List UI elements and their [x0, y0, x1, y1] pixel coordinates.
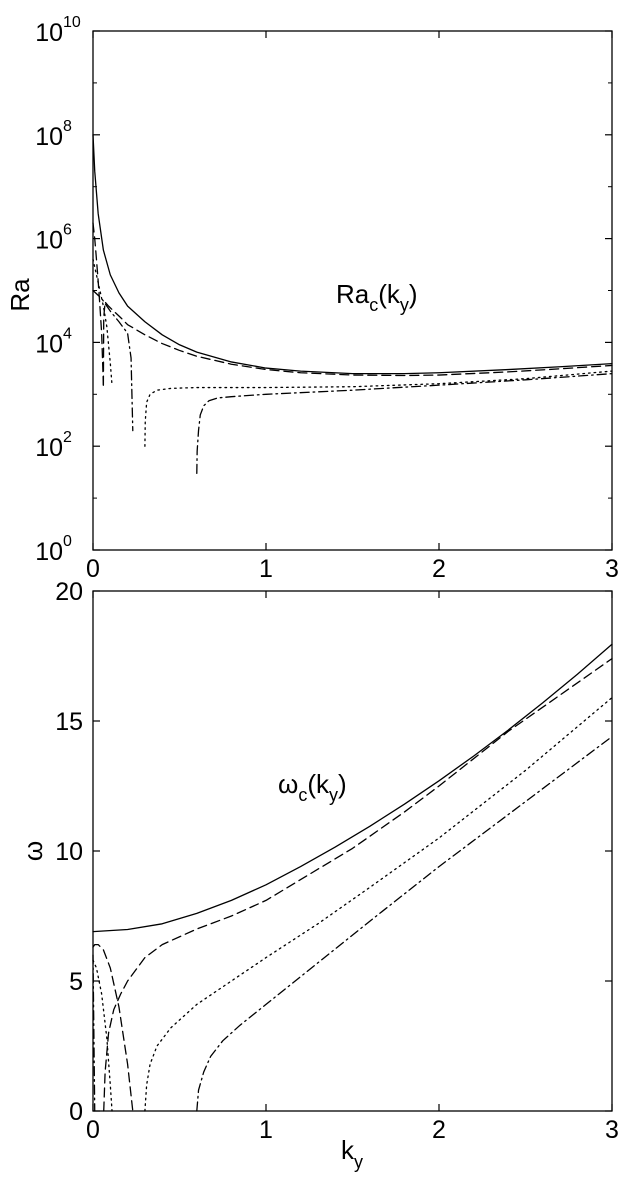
y-tick-label: 5: [69, 968, 83, 996]
top-annotation-sub2: y: [400, 295, 409, 315]
bottom-annotation-mid: (k: [307, 769, 330, 799]
bottom-annotation-sub1: c: [298, 785, 307, 805]
y-tick-label-exponent: 4: [63, 325, 72, 342]
top-series-line-dashdot: [92, 289, 134, 432]
top-annotation: Rac(ky): [336, 279, 418, 315]
bottom-plot-frame: [92, 590, 613, 1112]
top-series: [92, 134, 613, 474]
top-series-line-dashed: [92, 222, 105, 386]
bottom-annotation-main: ω: [278, 769, 298, 799]
x-tick-label: 1: [259, 555, 273, 583]
bottom-x-axis-label-sub: y: [354, 1152, 363, 1172]
bottom-annotation: ωc(ky): [278, 769, 347, 805]
x-tick-label: 0: [86, 1116, 100, 1144]
top-series-line-dotted: [144, 370, 613, 447]
x-tick-label: 0: [86, 555, 100, 583]
y-tick-label: 10: [35, 19, 63, 47]
bottom-annotation-end: ): [338, 769, 347, 799]
top-xtick-labels: 0 1 2 3: [86, 555, 619, 583]
y-tick-label: 10: [55, 838, 83, 866]
bottom-ticks: [92, 590, 613, 1112]
y-tick-label: 20: [55, 578, 83, 606]
y-tick-label-exponent: 8: [63, 118, 72, 135]
bottom-series-line-solid: [92, 643, 613, 933]
bottom-y-axis-label: ω: [18, 841, 48, 861]
y-tick-label: 10: [35, 123, 63, 151]
bottom-x-axis-label: ky: [341, 1135, 363, 1172]
x-tick-label: 3: [605, 1116, 619, 1144]
x-tick-label: 2: [432, 555, 446, 583]
y-tick-label-exponent: 2: [63, 429, 72, 446]
y-tick-label: 10: [35, 330, 63, 358]
y-tick-label-base: 10: [35, 434, 63, 462]
y-tick-label: 10: [35, 434, 63, 462]
bottom-series-line-dotted: [144, 696, 613, 1112]
x-tick-label: 2: [432, 1116, 446, 1144]
bottom-series-line-dashdot: [196, 735, 613, 1112]
x-tick-label: 3: [605, 555, 619, 583]
bottom-annotation-sub2: y: [329, 785, 338, 805]
bottom-x-axis-label-main: k: [341, 1135, 355, 1165]
bottom-series-line-dashed: [103, 657, 613, 1112]
y-tick-label-base: 10: [35, 330, 63, 358]
y-tick-label-base: 10: [35, 538, 63, 566]
bottom-xtick-labels: 0 1 2 3: [86, 1116, 619, 1144]
top-y-axis-label: Ra: [5, 278, 35, 312]
x-tick-label: 1: [259, 1116, 273, 1144]
y-tick-label-base: 10: [35, 227, 63, 255]
bottom-series: [92, 643, 613, 1112]
y-tick-label-base: 10: [35, 19, 63, 47]
y-tick-label-exponent: 6: [63, 222, 72, 239]
top-series-line-solid: [92, 134, 613, 375]
y-tick-label: 10: [35, 227, 63, 255]
top-series-line-dashed: [102, 301, 613, 386]
bottom-ytick-labels: 0 5 10 15 20: [55, 578, 83, 1126]
y-tick-label: 10: [35, 538, 63, 566]
y-tick-label-exponent: 10: [63, 14, 81, 31]
bottom-series-line-dashed: [92, 943, 134, 1112]
y-tick-label: 15: [55, 708, 83, 736]
top-series-line-dashdot: [196, 373, 613, 474]
y-tick-label: 0: [69, 1098, 83, 1126]
top-ticks: [92, 30, 613, 551]
bottom-series-line-dotted: [92, 959, 113, 1112]
y-tick-label-base: 10: [35, 123, 63, 151]
top-annotation-mid: (k: [378, 279, 401, 309]
bottom-series-line-dashdot: [92, 954, 96, 1112]
top-annotation-main: Ra: [336, 279, 370, 309]
top-annotation-sub1: c: [369, 295, 378, 315]
y-tick-label-exponent: 0: [63, 533, 72, 550]
top-annotation-end: ): [409, 279, 418, 309]
